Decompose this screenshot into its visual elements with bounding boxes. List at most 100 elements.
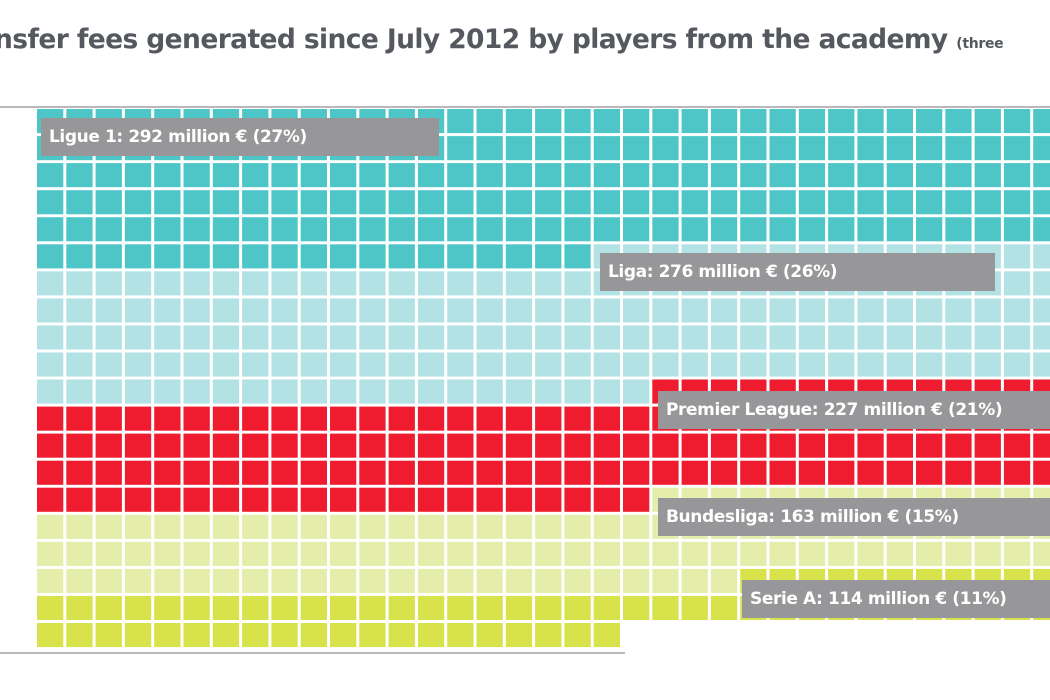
waffle-cell-liga [124, 298, 152, 323]
waffle-cell-ligue-1 [945, 163, 972, 188]
waffle-cell-premier-league [271, 487, 298, 512]
waffle-cell-ligue-1 [154, 244, 181, 269]
waffle-cell-ligue-1 [828, 190, 855, 215]
waffle-cell-premier-league [417, 460, 445, 485]
waffle-cell-liga [37, 298, 64, 323]
waffle-cell-liga [359, 298, 386, 323]
label-bundesliga: Bundesliga: 163 million € (15%) [658, 498, 1050, 536]
waffle-cell-ligue-1 [623, 217, 650, 242]
waffle-cell-liga [37, 379, 64, 404]
waffle-cell-ligue-1 [652, 217, 679, 242]
waffle-cell-bundesliga [330, 514, 357, 539]
waffle-cell-liga [330, 352, 357, 377]
waffle-cell-ligue-1 [593, 217, 620, 242]
waffle-cell-liga [740, 298, 767, 323]
waffle-cell-liga [564, 379, 591, 404]
waffle-cell-premier-league [183, 487, 210, 512]
waffle-cell-liga [124, 352, 152, 377]
waffle-cell-premier-league [242, 487, 269, 512]
waffle-cell-premier-league [242, 406, 269, 431]
waffle-cell-premier-league [974, 433, 1001, 458]
waffle-cell-ligue-1 [271, 163, 298, 188]
waffle-cell-serie-a [183, 623, 210, 648]
waffle-cell-liga [330, 379, 357, 404]
waffle-cell-bundesliga [798, 541, 826, 566]
waffle-cell-liga [212, 352, 240, 377]
waffle-cell-ligue-1 [593, 136, 620, 161]
waffle-cell-premier-league [300, 433, 327, 458]
waffle-cell-ligue-1 [212, 244, 240, 269]
waffle-cell-liga [945, 298, 972, 323]
waffle-cell-premier-league [564, 406, 591, 431]
waffle-cell-ligue-1 [183, 190, 210, 215]
waffle-cell-ligue-1 [535, 217, 562, 242]
waffle-cell-premier-league [95, 487, 122, 512]
waffle-cell-liga [37, 352, 64, 377]
chart-title-sub: (three [956, 36, 1004, 52]
waffle-cell-premier-league [476, 406, 503, 431]
waffle-cell-premier-league [623, 460, 650, 485]
waffle-cell-premier-league [886, 460, 913, 485]
waffle-cell-ligue-1 [916, 109, 943, 134]
waffle-cell-serie-a [417, 595, 445, 620]
waffle-cell-bundesliga [623, 541, 650, 566]
waffle-cell-premier-league [623, 406, 650, 431]
waffle-cell-serie-a [154, 623, 181, 648]
waffle-cell-ligue-1 [154, 217, 181, 242]
waffle-cell-liga [154, 352, 181, 377]
waffle-cell-premier-league [564, 460, 591, 485]
waffle-cell-bundesliga [242, 514, 269, 539]
waffle-cell-serie-a [300, 623, 327, 648]
waffle-cell-premier-league [37, 487, 64, 512]
waffle-cell-ligue-1 [945, 190, 972, 215]
waffle-cell-premier-league [593, 433, 620, 458]
waffle-cell-serie-a [593, 623, 620, 648]
waffle-cell-liga [476, 271, 503, 296]
waffle-cell-bundesliga [652, 568, 679, 593]
waffle-cell-bundesliga [330, 541, 357, 566]
waffle-cell-ligue-1 [681, 163, 708, 188]
waffle-cell-ligue-1 [476, 109, 503, 134]
waffle-cell-premier-league [95, 433, 122, 458]
waffle-cell-liga [476, 325, 503, 350]
waffle-cell-liga [271, 325, 298, 350]
waffle-cell-liga [37, 271, 64, 296]
waffle-cell-premier-league [183, 433, 210, 458]
waffle-cell-liga [710, 352, 738, 377]
waffle-cell-ligue-1 [535, 190, 562, 215]
waffle-cell-ligue-1 [212, 163, 240, 188]
waffle-cell-bundesliga [212, 541, 240, 566]
waffle-cell-liga [916, 352, 943, 377]
waffle-cell-liga [183, 379, 210, 404]
waffle-cell-premier-league [37, 433, 64, 458]
waffle-cell-bundesliga [359, 514, 386, 539]
waffle-cell-bundesliga [447, 541, 474, 566]
waffle-cell-ligue-1 [652, 109, 679, 134]
waffle-cell-liga [652, 325, 679, 350]
waffle-cell-serie-a [95, 623, 122, 648]
waffle-cell-liga [271, 271, 298, 296]
waffle-cell-ligue-1 [769, 109, 796, 134]
waffle-cell-premier-league [359, 406, 386, 431]
waffle-cell-ligue-1 [300, 163, 327, 188]
waffle-cell-ligue-1 [388, 217, 415, 242]
label-premier-league: Premier League: 227 million € (21%) [658, 391, 1050, 429]
waffle-cell-liga [95, 352, 122, 377]
waffle-cell-serie-a [681, 595, 708, 620]
waffle-cell-bundesliga [37, 541, 64, 566]
waffle-cell-premier-league [974, 460, 1001, 485]
waffle-cell-liga [916, 298, 943, 323]
waffle-cell-liga [710, 298, 738, 323]
waffle-cell-ligue-1 [1033, 190, 1050, 215]
waffle-cell-liga [535, 352, 562, 377]
waffle-cell-liga [505, 379, 533, 404]
waffle-cell-ligue-1 [710, 136, 738, 161]
waffle-cell-ligue-1 [564, 109, 591, 134]
waffle-cell-serie-a [183, 595, 210, 620]
waffle-cell-liga [330, 271, 357, 296]
waffle-cell-liga [154, 325, 181, 350]
waffle-cell-bundesliga [212, 514, 240, 539]
waffle-cell-premier-league [95, 460, 122, 485]
waffle-cell-premier-league [271, 460, 298, 485]
waffle-cell-liga [535, 298, 562, 323]
